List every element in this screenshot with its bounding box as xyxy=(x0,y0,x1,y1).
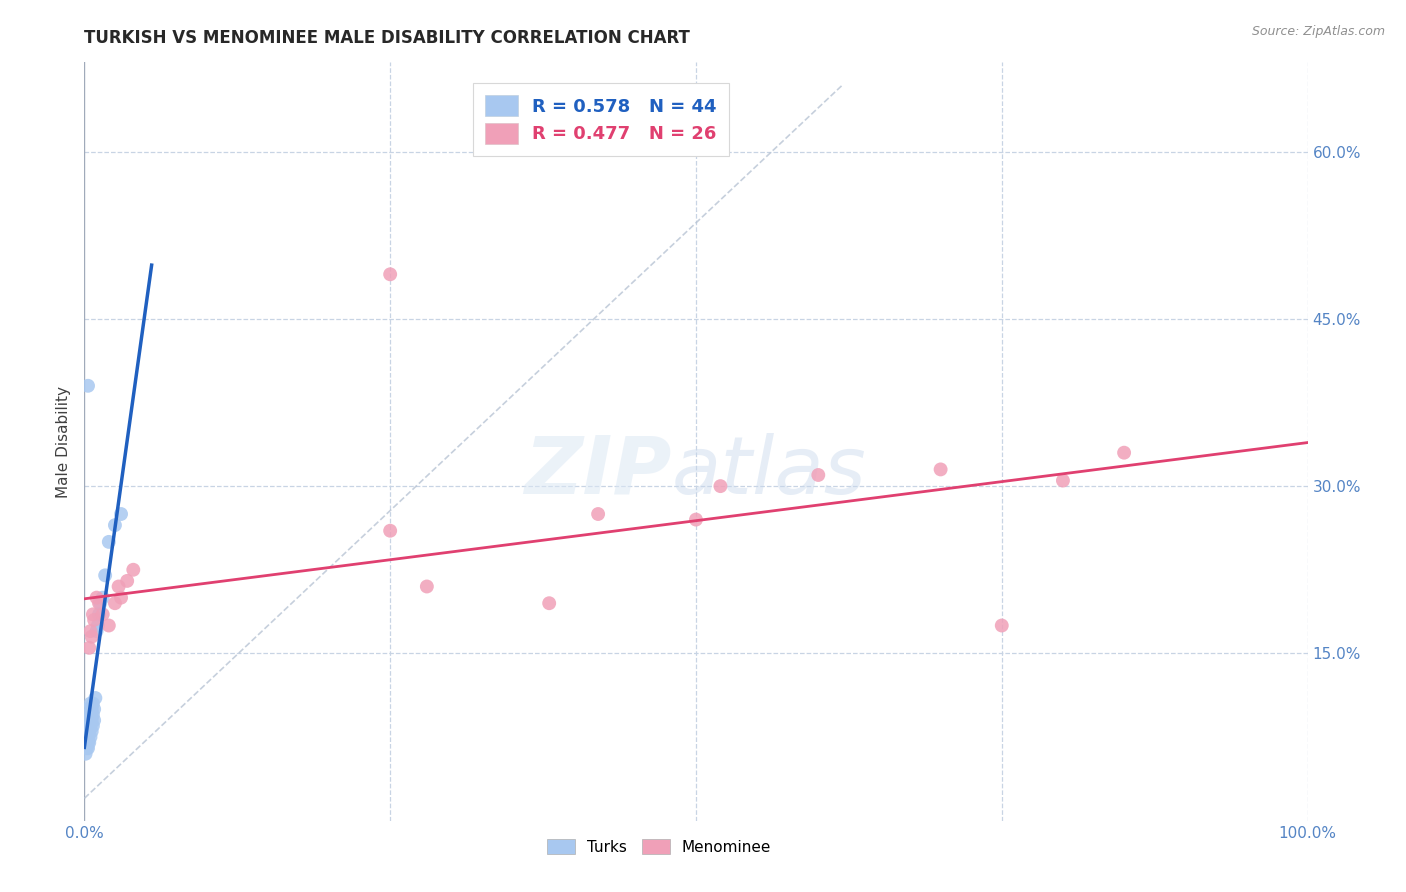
Point xyxy=(87,618,110,632)
Point xyxy=(91,607,114,622)
Point xyxy=(82,719,104,733)
Point xyxy=(76,741,98,756)
Point xyxy=(77,378,100,392)
Point xyxy=(104,596,127,610)
Point xyxy=(77,640,100,655)
Point xyxy=(586,507,609,521)
Point xyxy=(83,714,105,728)
Point xyxy=(79,697,101,711)
Y-axis label: Male Disability: Male Disability xyxy=(56,385,72,498)
Point xyxy=(685,512,707,526)
Point xyxy=(75,735,97,749)
Point xyxy=(77,735,100,749)
Text: ZIP: ZIP xyxy=(524,433,672,511)
Point xyxy=(80,630,103,644)
Point xyxy=(77,741,100,756)
Point xyxy=(1114,446,1136,460)
Point xyxy=(75,747,97,761)
Point xyxy=(75,724,97,739)
Point xyxy=(991,618,1014,632)
Text: Source: ZipAtlas.com: Source: ZipAtlas.com xyxy=(1251,25,1385,38)
Point xyxy=(77,714,100,728)
Point xyxy=(76,719,98,733)
Point xyxy=(83,702,105,716)
Point xyxy=(77,735,100,749)
Point xyxy=(77,707,100,722)
Point xyxy=(97,535,120,549)
Legend: Turks, Menominee: Turks, Menominee xyxy=(540,831,779,863)
Point xyxy=(77,724,100,739)
Point xyxy=(807,468,830,483)
Point xyxy=(97,618,120,632)
Point xyxy=(80,714,103,728)
Point xyxy=(89,596,111,610)
Text: atlas: atlas xyxy=(672,433,866,511)
Point xyxy=(122,563,145,577)
Point xyxy=(77,730,100,744)
Point xyxy=(77,724,100,739)
Point xyxy=(107,580,129,594)
Point xyxy=(416,580,439,594)
Point xyxy=(380,268,402,282)
Point xyxy=(538,596,561,610)
Point xyxy=(77,702,100,716)
Point xyxy=(84,690,107,705)
Point xyxy=(77,707,100,722)
Text: TURKISH VS MENOMINEE MALE DISABILITY CORRELATION CHART: TURKISH VS MENOMINEE MALE DISABILITY COR… xyxy=(84,29,690,47)
Point xyxy=(91,591,114,605)
Point xyxy=(110,507,132,521)
Point xyxy=(80,702,103,716)
Point xyxy=(80,724,103,739)
Point xyxy=(86,624,108,639)
Point xyxy=(76,714,98,728)
Point xyxy=(76,730,98,744)
Point xyxy=(87,607,110,622)
Point xyxy=(82,707,104,722)
Point xyxy=(76,735,98,749)
Point xyxy=(104,518,127,533)
Point xyxy=(115,574,138,588)
Point xyxy=(86,591,108,605)
Point xyxy=(380,524,402,538)
Point xyxy=(76,724,98,739)
Point xyxy=(77,719,100,733)
Point xyxy=(110,591,132,605)
Point xyxy=(79,707,101,722)
Point xyxy=(79,624,101,639)
Point xyxy=(82,697,104,711)
Point xyxy=(82,607,104,622)
Point xyxy=(83,613,105,627)
Point xyxy=(79,730,101,744)
Point xyxy=(87,596,110,610)
Point xyxy=(709,479,731,493)
Point xyxy=(1052,474,1074,488)
Point xyxy=(79,719,101,733)
Point xyxy=(929,462,952,476)
Point xyxy=(75,730,97,744)
Point xyxy=(94,568,117,582)
